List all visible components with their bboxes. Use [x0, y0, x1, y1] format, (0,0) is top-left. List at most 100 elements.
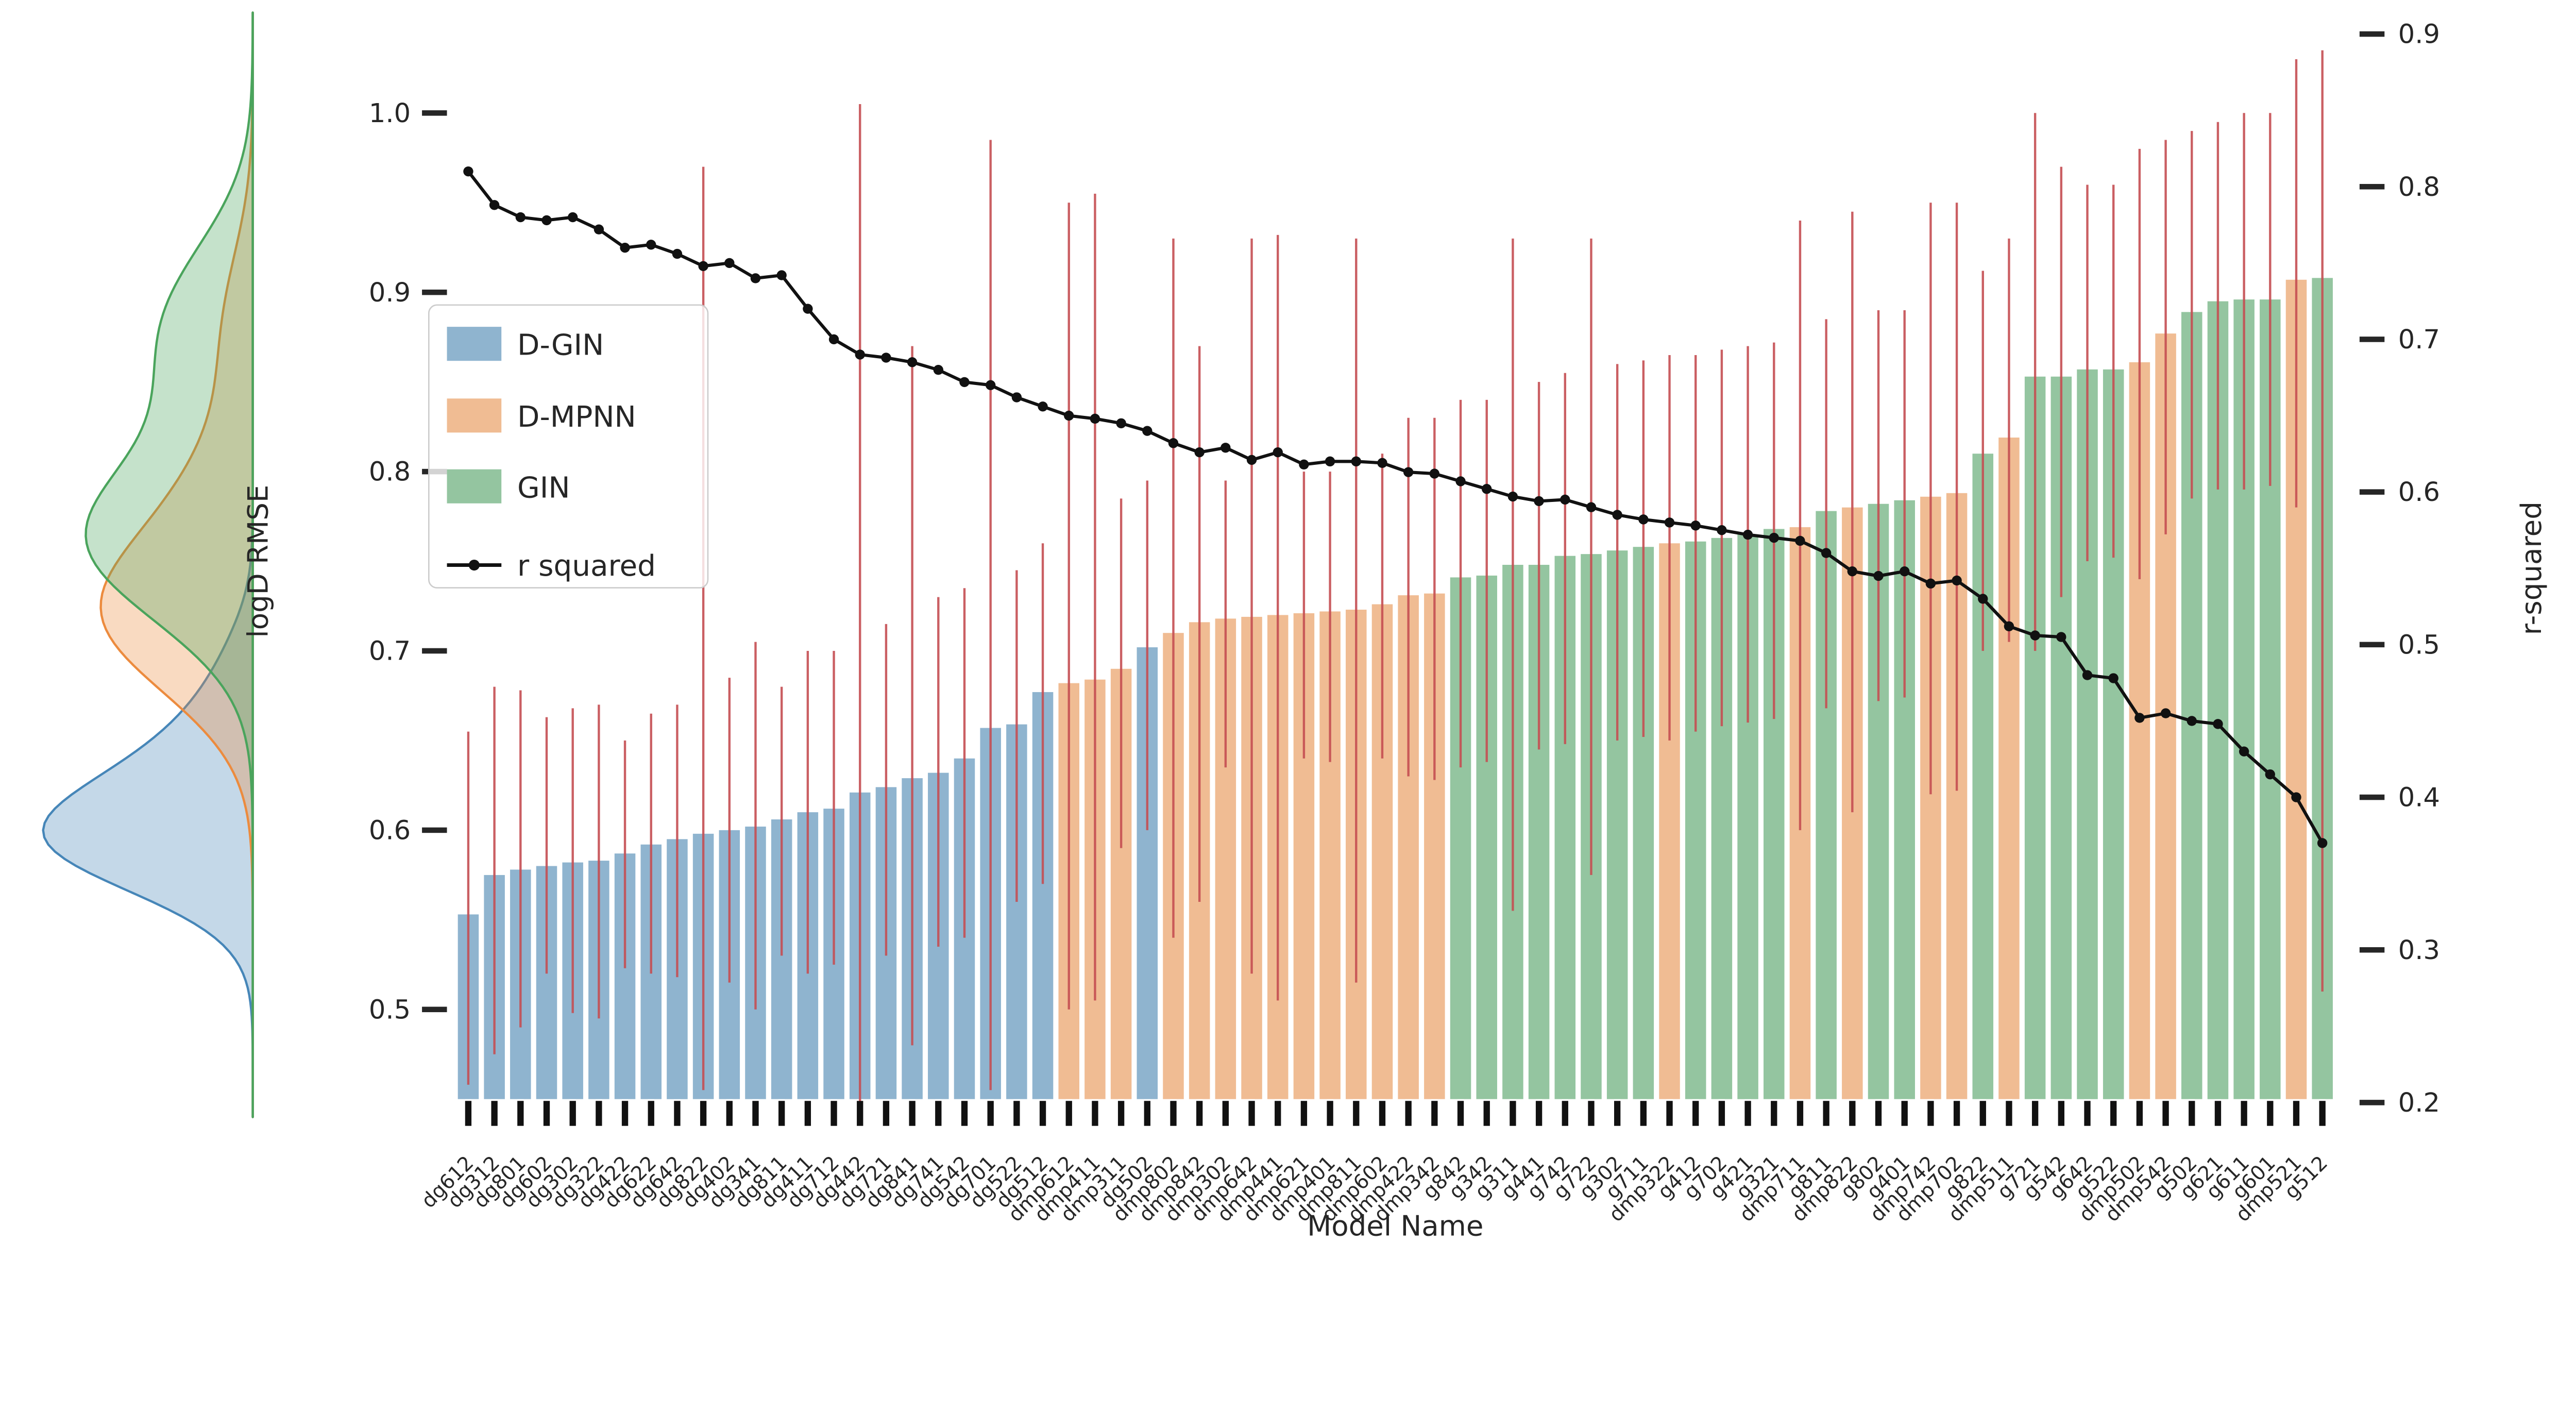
- x-tick: [1196, 1101, 1203, 1126]
- x-tick: [1457, 1101, 1464, 1126]
- x-tick: [778, 1101, 785, 1126]
- r-squared-point-g311: [1507, 491, 1518, 502]
- x-tick: [961, 1101, 968, 1126]
- x-tick: [2267, 1101, 2274, 1126]
- r-squared-point-dg642: [672, 248, 683, 259]
- x-tick: [883, 1101, 890, 1126]
- x-tick: [465, 1101, 472, 1126]
- x-tick: [1771, 1101, 1777, 1126]
- kde-curve-g: [84, 11, 254, 1118]
- x-tick: [1510, 1101, 1516, 1126]
- r-squared-point-dmp612: [1064, 410, 1074, 421]
- r-squared-point-g722: [1586, 502, 1597, 512]
- x-tick: [1666, 1101, 1673, 1126]
- x-tick: [674, 1101, 681, 1126]
- right-tick: [2359, 337, 2385, 342]
- r-squared-point-g302: [1612, 510, 1622, 520]
- x-tick: [909, 1101, 916, 1126]
- x-tick: [2319, 1101, 2326, 1126]
- r-squared-point-dmp311: [1116, 418, 1126, 429]
- r-squared-point-g321: [1769, 532, 1779, 543]
- x-tick: [1718, 1101, 1725, 1126]
- right-tick: [2359, 794, 2385, 800]
- r-squared-point-g502: [2187, 716, 2197, 726]
- r-squared-point-dg811: [776, 270, 787, 280]
- left-tick: [422, 827, 447, 833]
- x-tick: [2293, 1101, 2300, 1126]
- r-squared-point-dmp822: [1847, 566, 1857, 577]
- r-squared-point-dg712: [828, 334, 839, 345]
- legend: D-GIN D-MPNN GIN r squared: [428, 304, 709, 589]
- x-tick: [935, 1101, 942, 1126]
- r-squared-point-dmp322: [1664, 517, 1675, 528]
- r-squared-point-dmp621: [1299, 459, 1309, 470]
- r-squared-point-dmp802: [1168, 438, 1179, 448]
- left-tick-label: 1.0: [369, 98, 411, 129]
- x-tick: [1875, 1101, 1882, 1126]
- x-tick: [491, 1101, 498, 1126]
- x-tick: [1744, 1101, 1751, 1126]
- x-tick: [1979, 1101, 1986, 1126]
- r-squared-point-g421: [1742, 529, 1753, 540]
- x-tick: [857, 1101, 863, 1126]
- r-squared-point-g401: [1900, 566, 1910, 577]
- left-tick-label: 0.7: [369, 636, 411, 667]
- r-squared-point-g522: [2108, 673, 2119, 683]
- legend-label-dmp: D-MPNN: [517, 400, 636, 434]
- r-squared-point-g702: [1717, 525, 1727, 535]
- r-squared-point-dmp411: [1090, 413, 1100, 424]
- r-squared-point-dg622: [646, 240, 656, 250]
- right-tick-label: 0.4: [2398, 783, 2440, 813]
- left-tick-label: 0.5: [369, 995, 411, 1025]
- x-tick: [1353, 1101, 1360, 1126]
- x-tick: [1039, 1101, 1046, 1126]
- right-tick-label: 0.9: [2398, 20, 2440, 50]
- right-tick: [2359, 947, 2385, 953]
- x-tick: [752, 1101, 759, 1126]
- r-squared-point-dmp401: [1325, 456, 1335, 467]
- x-tick: [2031, 1101, 2039, 1126]
- x-tick: [1797, 1101, 1804, 1126]
- x-tick: [1588, 1101, 1595, 1126]
- x-tick: [1614, 1101, 1621, 1126]
- x-tick: [1405, 1101, 1412, 1126]
- left-tick-label: 0.8: [369, 457, 411, 488]
- r-squared-point-g621: [2213, 719, 2223, 729]
- left-axis-title: logD RMSE: [242, 485, 275, 638]
- x-tick: [1222, 1101, 1229, 1126]
- r-squared-point-g842: [1455, 476, 1466, 486]
- right-tick-label: 0.7: [2398, 325, 2440, 355]
- x-tick: [2189, 1101, 2195, 1126]
- r-squared-point-dg411: [803, 304, 813, 314]
- x-tick: [1327, 1101, 1333, 1126]
- bar-series: [457, 278, 2333, 1099]
- legend-line-marker: [468, 559, 480, 571]
- left-tick: [422, 1006, 447, 1013]
- r-squared-point-g742: [1560, 494, 1570, 505]
- x-tick: [648, 1101, 654, 1126]
- x-axis-title: Model Name: [1307, 1209, 1483, 1242]
- x-tick: [2214, 1101, 2222, 1126]
- x-tick: [1092, 1101, 1098, 1126]
- x-tick: [2110, 1101, 2117, 1126]
- x-tick: [2006, 1101, 2012, 1126]
- r-squared-point-dmp602: [1377, 458, 1387, 468]
- legend-swatch-g: [447, 469, 502, 503]
- x-tick: [1431, 1101, 1438, 1126]
- right-tick: [2359, 489, 2385, 495]
- right-tick-label: 0.6: [2398, 477, 2440, 508]
- x-tick: [1849, 1101, 1856, 1126]
- right-tick: [2359, 31, 2385, 37]
- x-tick: [1379, 1101, 1386, 1126]
- r-squared-point-dg822: [698, 261, 708, 271]
- r-squared-point-dg741: [933, 365, 943, 375]
- x-tick: [1483, 1101, 1490, 1126]
- right-tick: [2359, 183, 2385, 190]
- x-tick: [1248, 1101, 1255, 1126]
- r-squared-point-dg841: [907, 357, 918, 367]
- x-tick: [2084, 1101, 2091, 1126]
- x-tick: [517, 1101, 524, 1126]
- r-squared-point-dg402: [724, 258, 735, 268]
- right-tick: [2359, 642, 2385, 648]
- x-tick: [543, 1101, 550, 1126]
